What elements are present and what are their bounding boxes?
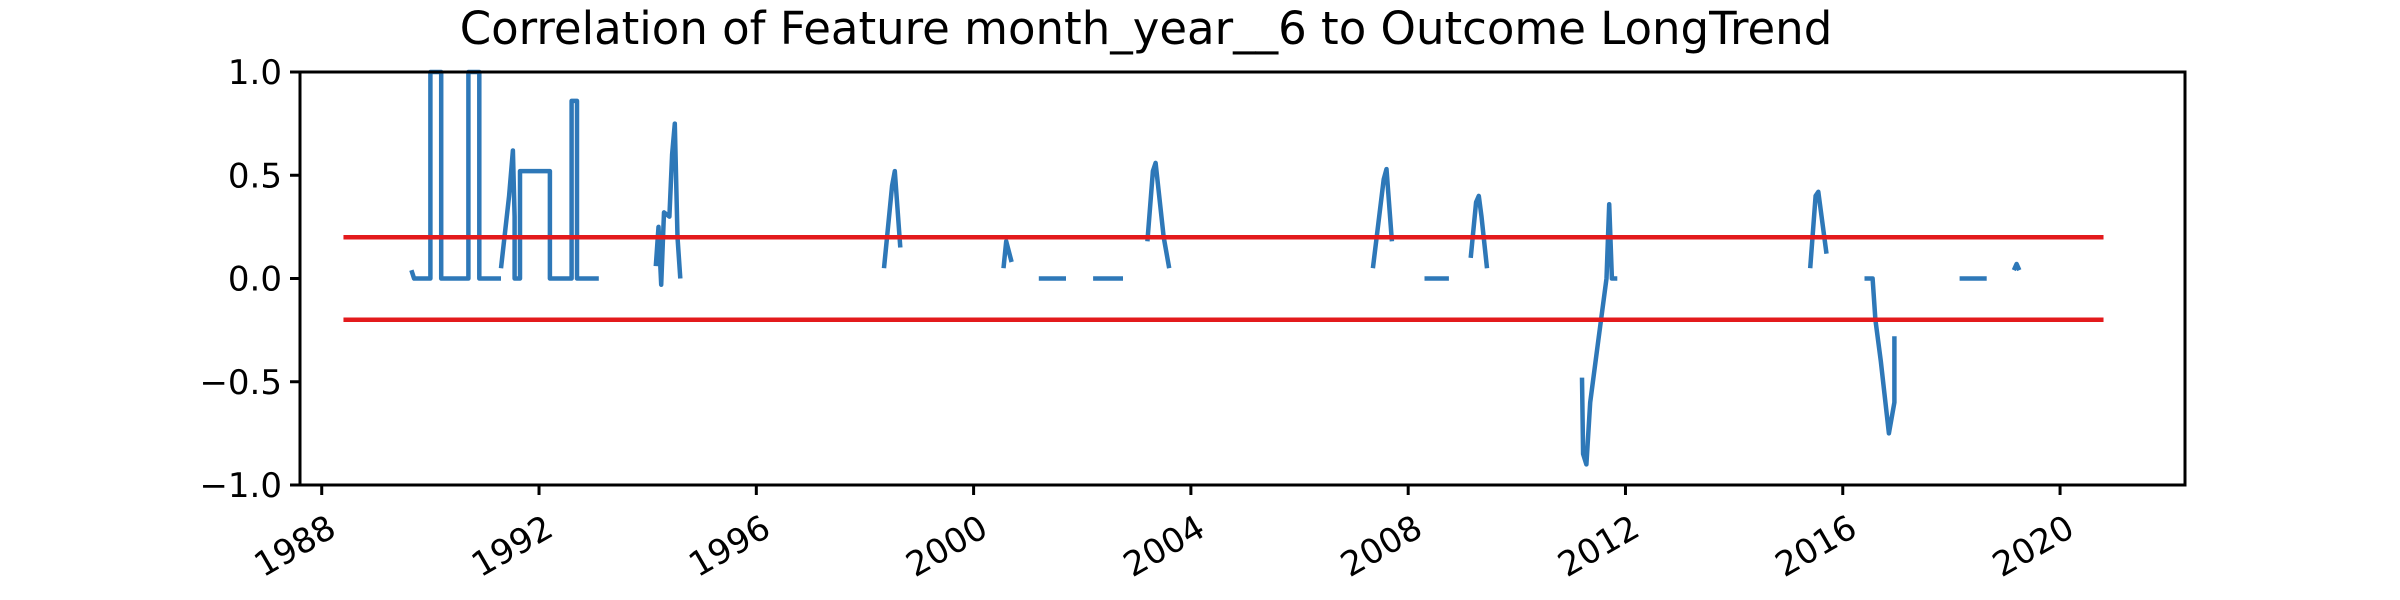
x-tick-label: 2020 <box>1986 508 2081 586</box>
series-line-segment <box>1864 276 1897 436</box>
x-tick-label: 2004 <box>1117 508 1212 586</box>
y-tick-label: −0.5 <box>199 363 282 403</box>
series-line-segment <box>2011 261 2022 272</box>
chart-title: Correlation of Feature month_year__6 to … <box>460 2 1833 55</box>
y-tick-label: 1.0 <box>228 53 282 93</box>
y-tick-label: −1.0 <box>199 466 282 506</box>
x-axis: 1988 1992 1996 2000 2004 2008 2012 2016 2020 <box>248 485 2081 586</box>
x-tick-label: 1992 <box>465 508 560 586</box>
series-line-segment <box>1145 160 1172 269</box>
series-line-segment <box>498 98 599 281</box>
y-tick-label: 0.0 <box>228 260 282 300</box>
series-line-segment <box>1579 201 1618 467</box>
threshold-layer <box>343 234 2104 323</box>
series-line-segment <box>881 168 903 269</box>
y-axis: 1.0 0.5 0.0 −0.5 −1.0 <box>199 53 300 506</box>
x-tick-label: 1988 <box>248 508 343 586</box>
x-tick-label: 2012 <box>1551 508 1646 586</box>
series-line-segment <box>653 121 683 287</box>
series-line-segment <box>1001 239 1014 269</box>
series-line-segment <box>409 69 501 281</box>
x-tick-label: 2000 <box>900 508 995 586</box>
x-tick-label: 2008 <box>1334 508 1429 586</box>
series-layer <box>409 69 2022 467</box>
series-line-segment <box>1807 189 1829 269</box>
series-line-segment <box>1468 193 1490 269</box>
x-tick-label: 1996 <box>682 508 777 586</box>
y-tick-label: 0.5 <box>228 156 282 196</box>
x-tick-label: 2016 <box>1769 508 1864 586</box>
series-line-segment <box>1370 166 1395 269</box>
